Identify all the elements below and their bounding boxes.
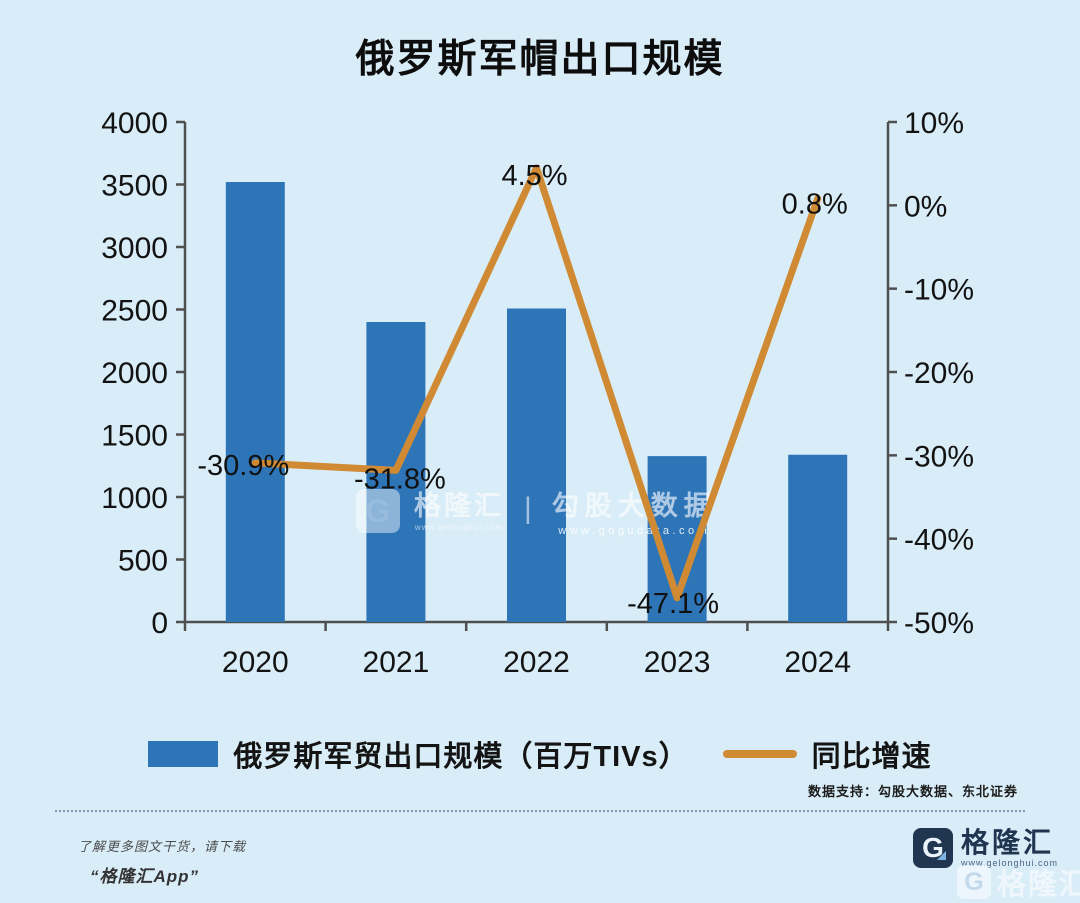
data-label-2020: -30.9% [197,450,289,482]
data-source-note: 数据支持：勾股大数据、东北证券 [808,781,1018,800]
data-label-2023: -47.1% [627,588,719,620]
data-label-2022: 4.5% [501,160,567,192]
promo-app-name: “格隆汇App” [90,862,246,887]
footer-promo: 了解更多图文干货，请下载 “格隆汇App” [78,836,246,887]
gelonghui-footer-logo: G 格隆汇 www.gelonghui.com [913,828,1058,868]
legend-bar-swatch [148,741,218,767]
data-label-2024: 0.8% [782,189,848,221]
chart-page: { "title": "俄罗斯军帽出口规模", "colors": { "bac… [0,0,1080,895]
brand-text-block: 格隆汇 www.gelonghui.com [961,828,1058,868]
legend: 俄罗斯军贸出口规模（百万TIVs） 同比增速 [0,733,1080,775]
data-label-2021: -31.8% [354,463,446,495]
legend-line-swatch [723,750,797,758]
growth-line [255,168,817,598]
legend-line-label: 同比增速 [812,733,932,775]
brand-name: 格隆汇 [961,828,1058,858]
gelonghui-logo-icon: G [913,828,953,868]
footer-divider [55,810,1025,812]
legend-bar-label: 俄罗斯军贸出口规模（百万TIVs） [233,733,688,775]
brand-url: www.gelonghui.com [961,858,1058,868]
promo-text: 了解更多图文干货，请下载 [78,836,246,855]
